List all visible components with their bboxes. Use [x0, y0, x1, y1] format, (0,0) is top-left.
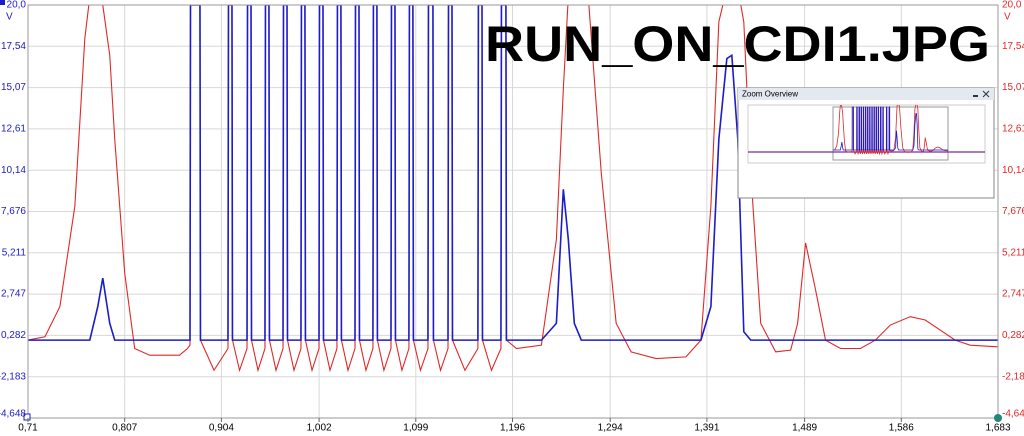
- x-tick-label: 1,586: [889, 423, 914, 434]
- y-tick-label-right: 15,07: [1002, 82, 1024, 93]
- y-tick-label-right: 5,211: [1002, 247, 1024, 258]
- chart-title: RUN_ON_CDI1.JPG: [485, 16, 990, 72]
- y-tick-label: 12,61: [1, 123, 26, 134]
- zoom-overview[interactable]: Zoom Overview: [737, 87, 995, 199]
- x-tick-label: 1,391: [694, 423, 719, 434]
- zoom-region: [832, 106, 949, 161]
- y-tick-label-right: 0,282: [1002, 330, 1024, 341]
- y-tick-label: -2,183: [0, 371, 26, 382]
- x-tick-label: 1,294: [598, 423, 623, 434]
- x-tick-label: 1,002: [307, 423, 332, 434]
- corner-marker: [0, 0, 5, 5]
- y-tick-label-right: -4,648: [1002, 409, 1024, 420]
- y-tick-label: 0,282: [1, 330, 26, 341]
- inset-plot: [747, 104, 986, 164]
- inset-series-line: [833, 106, 948, 151]
- y-tick-label: 10,14: [1, 165, 26, 176]
- inset-titlebar: [738, 88, 994, 100]
- x-tick-label: 1,196: [500, 423, 525, 434]
- y-tick-label-right: 20,0: [1002, 0, 1022, 11]
- x-tick-label: 0,807: [112, 423, 137, 434]
- minimize-button[interactable]: [973, 95, 978, 97]
- series-line: [28, 5, 998, 341]
- close-button[interactable]: [982, 90, 990, 98]
- y-tick-label: -4,648: [0, 409, 26, 420]
- y-tick-label: 17,54: [1, 41, 26, 52]
- x-tick-label: 0,71: [18, 423, 38, 434]
- y-tick-label: 15,07: [1, 82, 26, 93]
- y-tick-label-right: 12,61: [1002, 123, 1024, 134]
- y-tick-label-right: 2,747: [1002, 289, 1024, 300]
- y-tick-label: 2,747: [1, 289, 26, 300]
- y-tick-label-right: -2,183: [1002, 371, 1024, 382]
- x-tick-label: 1,683: [985, 423, 1010, 434]
- x-tick-label: 1,099: [403, 423, 428, 434]
- y-tick-label: 5,211: [2, 247, 27, 258]
- inset-title: Zoom Overview: [742, 90, 798, 99]
- y-unit-left: V: [6, 12, 13, 23]
- y-tick-label: 20,0: [7, 0, 27, 11]
- y-unit-right: V: [1004, 12, 1011, 23]
- y-tick-label: 7,676: [1, 206, 26, 217]
- y-tick-label-right: 7,676: [1002, 206, 1024, 217]
- x-tick-label: 1,489: [792, 423, 817, 434]
- x-tick-label: 0,904: [209, 423, 234, 434]
- corner-marker: [23, 413, 31, 421]
- y-tick-label-right: 10,14: [1002, 165, 1024, 176]
- y-tick-label-right: 17,54: [1002, 41, 1024, 52]
